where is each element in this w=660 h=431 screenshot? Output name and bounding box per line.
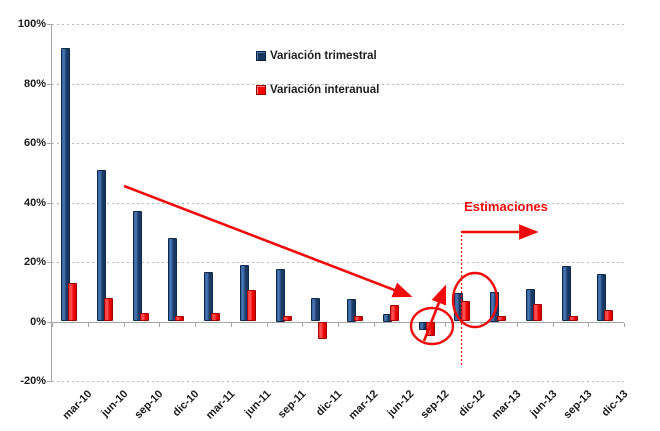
- bar-trimestral-mar-10: [61, 47, 70, 322]
- y-axis-label: -20%: [20, 375, 46, 387]
- y-axis-tick: [47, 83, 52, 85]
- bar-interanual-sep-11: [282, 315, 292, 322]
- gridline: [52, 381, 624, 382]
- x-axis-tick: [159, 322, 161, 327]
- x-axis-tick: [516, 322, 518, 327]
- x-axis-label-jun-12: jun-12: [384, 388, 417, 420]
- bar-interanual-jun-10: [103, 297, 113, 322]
- y-axis-label: 0%: [30, 315, 46, 328]
- x-axis-tick: [409, 322, 411, 327]
- y-axis-label: 80%: [23, 77, 46, 90]
- gridline: [52, 83, 624, 85]
- bar-trimestral-mar-12: [347, 299, 356, 322]
- bar-interanual-sep-12: [425, 321, 435, 337]
- x-axis-label-dic-10: dic-10: [170, 388, 202, 419]
- legend-entry-interanual: Variación interanual: [256, 84, 379, 96]
- x-axis-tick: [552, 322, 554, 327]
- y-axis-tick: [47, 321, 52, 323]
- legend-swatch-trimestral-icon: [256, 51, 266, 61]
- x-axis-label-sep-12: sep-12: [418, 388, 452, 422]
- x-axis-tick: [588, 322, 590, 327]
- zero-axis-line: [51, 321, 624, 323]
- bar-interanual-mar-10: [68, 282, 77, 322]
- x-axis-tick: [302, 322, 304, 327]
- x-axis-label-sep-10: sep-10: [132, 388, 166, 422]
- legend-swatch-interanual-icon: [256, 85, 266, 95]
- x-axis-tick: [338, 322, 339, 327]
- x-axis-tick: [624, 322, 625, 327]
- x-axis-label-dic-12: dic-12: [456, 388, 488, 419]
- x-axis-tick: [230, 322, 232, 327]
- x-axis-label-mar-13: mar-13: [489, 388, 524, 422]
- x-axis-label-mar-11: mar-11: [203, 388, 238, 422]
- x-axis-label-dic-11: dic-11: [314, 388, 345, 419]
- x-axis-tick: [123, 322, 125, 327]
- x-axis-tick: [195, 322, 196, 327]
- bar-trimestral-sep-13: [561, 266, 571, 322]
- x-axis-tick: [445, 322, 447, 327]
- x-axis-tick: [87, 322, 89, 327]
- legend: Variación trimestral Variación interanua…: [256, 50, 379, 118]
- bar-trimestral-dic-10: [168, 238, 178, 322]
- x-axis-label-sep-13: sep-13: [561, 388, 595, 422]
- legend-label-trimestral: Variación trimestral: [270, 50, 377, 62]
- bar-interanual-dic-13: [604, 309, 614, 322]
- bar-trimestral-dic-13: [597, 273, 607, 322]
- bar-interanual-dic-12: [461, 300, 471, 322]
- bar-trimestral-sep-10: [132, 211, 142, 322]
- x-axis-label-sep-11: sep-11: [276, 388, 309, 421]
- bar-interanual-mar-12: [354, 315, 363, 322]
- bar-interanual-dic-10: [175, 315, 185, 322]
- gridline: [52, 24, 624, 25]
- x-axis-label-jun-10: jun-10: [98, 388, 131, 420]
- bar-interanual-jun-13: [532, 303, 542, 322]
- bar-interanual-mar-11: [211, 312, 220, 322]
- y-axis-label: 60%: [23, 137, 46, 149]
- x-axis-label-jun-11: jun-11: [242, 388, 274, 419]
- bar-interanual-sep-10: [139, 312, 149, 322]
- bar-trimestral-dic-11: [311, 297, 321, 322]
- bar-trimestral-jun-10: [96, 169, 106, 322]
- x-axis-label-jun-13: jun-13: [527, 388, 560, 420]
- y-axis-tick: [47, 262, 52, 263]
- y-axis-tick: [47, 143, 52, 144]
- y-axis-tick: [47, 381, 52, 382]
- x-axis-label-dic-13: dic-13: [599, 388, 631, 419]
- y-axis-label: 100%: [17, 18, 46, 30]
- x-axis-tick: [52, 322, 53, 327]
- x-axis-tick: [481, 322, 482, 327]
- estimaciones-annotation-label: Estimaciones: [464, 199, 548, 214]
- x-axis-tick: [266, 322, 268, 327]
- legend-entry-trimestral: Variación trimestral: [256, 50, 379, 62]
- bar-trimestral-sep-11: [275, 269, 285, 322]
- x-axis-tick: [373, 322, 375, 327]
- y-axis-label: 40%: [23, 196, 46, 209]
- legend-label-interanual: Variación interanual: [270, 84, 380, 96]
- y-axis-tick: [47, 24, 52, 25]
- bar-interanual-jun-12: [389, 305, 399, 322]
- bar-interanual-jun-11: [246, 290, 256, 322]
- bar-interanual-mar-13: [497, 315, 506, 322]
- bar-interanual-sep-13: [568, 315, 578, 322]
- bar-interanual-dic-11: [318, 321, 328, 340]
- x-axis-label-mar-10: mar-10: [60, 388, 95, 422]
- gridline: [52, 143, 624, 144]
- y-axis-label: 20%: [23, 256, 46, 268]
- x-axis-label-mar-12: mar-12: [346, 388, 381, 422]
- y-axis-tick: [47, 202, 52, 204]
